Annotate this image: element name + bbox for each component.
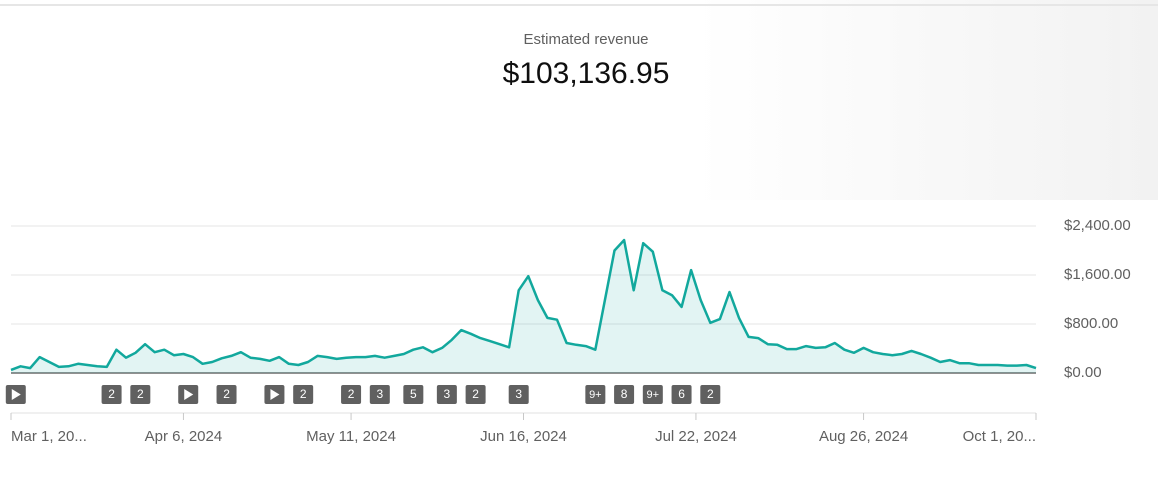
play-icon	[11, 389, 21, 400]
event-marker[interactable]: 3	[369, 385, 390, 404]
event-marker[interactable]: 5	[403, 385, 424, 404]
event-marker[interactable]	[5, 385, 26, 404]
marker-box	[403, 385, 424, 404]
marker-count: 2	[223, 387, 230, 401]
event-marker[interactable]	[178, 385, 199, 404]
x-tick-label: May 11, 2024	[306, 428, 396, 445]
event-marker[interactable]: 2	[341, 385, 362, 404]
marker-box	[671, 385, 692, 404]
marker-count: 2	[348, 387, 355, 401]
event-marker[interactable]: 2	[293, 385, 314, 404]
marker-box	[216, 385, 237, 404]
event-marker[interactable]: 2	[101, 385, 122, 404]
marker-box	[369, 385, 390, 404]
event-marker[interactable]: 9+	[585, 385, 606, 404]
event-marker[interactable]: 6	[671, 385, 692, 404]
area	[11, 240, 1036, 373]
event-marker[interactable]: 3	[436, 385, 457, 404]
marker-box	[465, 385, 486, 404]
marker-count: 6	[678, 387, 685, 401]
marker-count: 9+	[647, 389, 660, 401]
event-marker[interactable]: 3	[508, 385, 529, 404]
play-icon	[270, 389, 280, 400]
x-tick-label: Aug 26, 2024	[819, 428, 908, 445]
x-tick-label: Jul 22, 2024	[655, 428, 737, 445]
marker-box	[508, 385, 529, 404]
marker-box	[130, 385, 151, 404]
event-marker[interactable]: 8	[614, 385, 635, 404]
x-tick-label: Oct 1, 20...	[963, 428, 1036, 445]
background	[0, 0, 1158, 200]
marker-box	[436, 385, 457, 404]
x-tick-label: Mar 1, 20...	[11, 428, 87, 445]
x-tick-label: Jun 16, 2024	[480, 428, 567, 445]
event-marker[interactable]	[264, 385, 285, 404]
marker-count: 2	[108, 387, 115, 401]
event-marker[interactable]: 2	[216, 385, 237, 404]
marker-box	[293, 385, 314, 404]
marker-count: 3	[515, 387, 522, 401]
marker-count: 3	[376, 387, 383, 401]
event-marker[interactable]: 9+	[642, 385, 663, 404]
marker-box	[101, 385, 122, 404]
y-tick-label: $0.00	[1064, 364, 1102, 381]
chart-title: Estimated revenue	[523, 31, 648, 48]
marker-count: 2	[472, 387, 479, 401]
marker-count: 9+	[589, 389, 602, 401]
x-tick-label: Apr 6, 2024	[145, 428, 223, 445]
line	[10, 238, 1037, 372]
marker-count: 2	[137, 387, 144, 401]
marker-count: 2	[300, 387, 307, 401]
marker-count: 2	[707, 387, 714, 401]
marker-box	[341, 385, 362, 404]
total-value: $103,136.95	[503, 57, 670, 90]
event-marker[interactable]: 2	[130, 385, 151, 404]
marker-box	[585, 385, 606, 404]
event-marker[interactable]: 2	[700, 385, 721, 404]
y-tick-label: $800.00	[1064, 315, 1118, 332]
y-tick-label: $1,600.00	[1064, 266, 1131, 283]
event-marker[interactable]: 2	[465, 385, 486, 404]
marker-box	[614, 385, 635, 404]
marker-count: 8	[621, 387, 628, 401]
marker-count: 5	[410, 387, 417, 401]
marker-count: 3	[444, 387, 451, 401]
y-tick-label: $2,400.00	[1064, 217, 1131, 234]
marker-box	[642, 385, 663, 404]
play-icon	[184, 389, 194, 400]
marker-box	[700, 385, 721, 404]
